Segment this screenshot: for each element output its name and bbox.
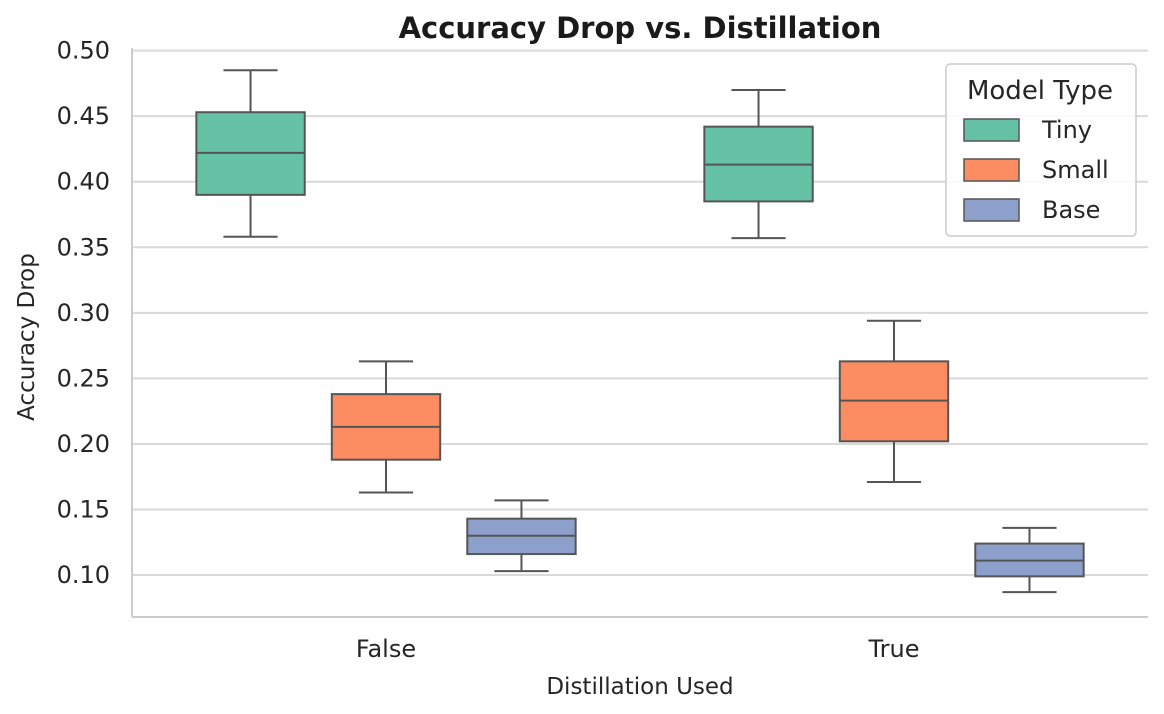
legend-swatch (963, 198, 1020, 222)
legend-label: Small (1042, 156, 1109, 184)
legend: Model Type Tiny Small Base (945, 63, 1137, 237)
box-base-true (974, 526, 1085, 594)
legend-frame (945, 63, 1137, 237)
y-tick-labels: 0.10 0.15 0.20 0.25 0.30 0.35 0.40 0.45 0.50 (57, 37, 110, 589)
legend-swatch (963, 158, 1020, 182)
y-tick-label: 0.15 (57, 495, 110, 523)
legend-items: Tiny Small Base (963, 116, 1109, 224)
legend-item-tiny: Tiny (963, 116, 1092, 144)
y-tick-label: 0.50 (57, 37, 110, 65)
legend-label: Tiny (1041, 116, 1092, 144)
legend-title: Model Type (967, 76, 1113, 106)
y-tick-label: 0.35 (57, 233, 110, 261)
y-tick-label: 0.45 (57, 102, 110, 130)
legend-item-base: Base (963, 196, 1100, 224)
box-small-false (330, 360, 442, 494)
x-tick-label: False (356, 635, 416, 663)
y-axis-label: Accuracy Drop (14, 253, 40, 421)
x-axis-label: Distillation Used (546, 674, 733, 700)
y-tick-label: 0.10 (57, 561, 110, 589)
legend-swatch (963, 118, 1020, 142)
chart-title: Accuracy Drop vs. Distillation (399, 11, 882, 45)
y-tick-label: 0.30 (57, 299, 110, 327)
box-tiny-false (195, 69, 306, 238)
legend-item-small: Small (963, 156, 1109, 184)
box-small-true (838, 319, 950, 483)
box-tiny-true (703, 88, 814, 240)
y-tick-label: 0.20 (57, 430, 110, 458)
y-tick-label: 0.40 (57, 168, 110, 196)
boxes (195, 69, 1085, 594)
box-base-false (466, 499, 577, 573)
y-tick-label: 0.25 (57, 364, 110, 392)
x-tick-labels: False True (356, 635, 920, 663)
x-tick-label: True (868, 635, 920, 663)
legend-label: Base (1042, 196, 1100, 224)
